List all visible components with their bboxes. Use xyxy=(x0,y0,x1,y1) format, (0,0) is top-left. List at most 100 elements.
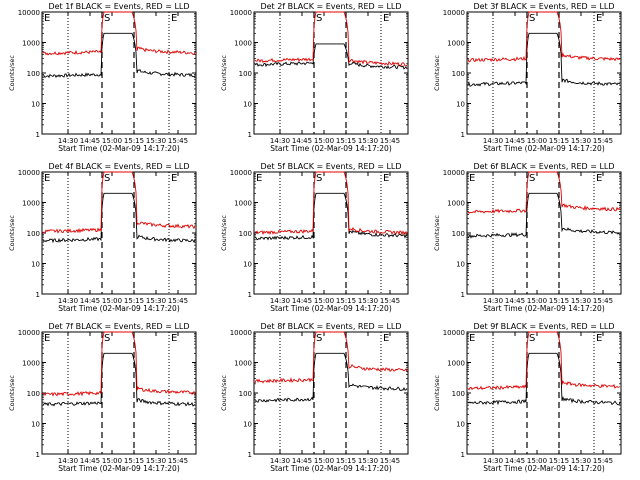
y-tick-label: 10 xyxy=(243,261,252,269)
marker-label: S xyxy=(104,333,110,344)
y-tick-label: 1000 xyxy=(22,40,40,48)
marker-label: E xyxy=(256,173,262,184)
plot-frame xyxy=(253,331,409,455)
panel-det-8f: Det 8f BLACK = Events, RED = LLD 1 10 100 10… xyxy=(220,322,409,473)
series-lld-line xyxy=(467,171,621,214)
marker-label: S xyxy=(529,333,535,344)
panel-title: Det 2f BLACK = Events, RED = LLD xyxy=(260,2,401,11)
x-tick-label: 15:30 xyxy=(571,137,591,145)
x-tick-label: 14:30 xyxy=(58,137,78,145)
y-tick-label: 100 xyxy=(239,230,252,238)
marker-label: S xyxy=(529,173,535,184)
marker-label: E xyxy=(383,13,389,24)
x-tick-label: 15:15 xyxy=(549,297,569,305)
x-axis-label: Start Time (02-Mar-09 14:17:20) xyxy=(483,144,605,153)
y-tick-label: 1000 xyxy=(447,200,465,208)
y-tick-label: 1000 xyxy=(447,40,465,48)
x-tick-label: 15:15 xyxy=(549,137,569,145)
panel-title: Det 4f BLACK = Events, RED = LLD xyxy=(48,162,189,171)
y-tick-label: 10 xyxy=(456,421,465,429)
panel-title: Det 6f BLACK = Events, RED = LLD xyxy=(473,162,614,171)
panel-det-7f: Det 7f BLACK = Events, RED = LLD 1 10 100 10… xyxy=(8,322,197,473)
x-tick-label: 14:45 xyxy=(80,457,100,465)
y-tick-label: 100 xyxy=(27,70,40,78)
x-tick-label: 14:45 xyxy=(292,457,312,465)
x-tick-label: 15:00 xyxy=(102,297,122,305)
panel-title: Det 5f BLACK = Events, RED = LLD xyxy=(260,162,401,171)
y-tick-label: 10 xyxy=(243,421,252,429)
x-tick-label: 15:15 xyxy=(549,457,569,465)
y-tick-label: 10000 xyxy=(443,329,465,337)
x-tick-label: 15:00 xyxy=(102,137,122,145)
x-tick-label: 14:45 xyxy=(292,297,312,305)
y-tick-label: 100 xyxy=(452,390,465,398)
x-tick-label: 15:45 xyxy=(380,457,400,465)
x-tick-label: 15:00 xyxy=(102,457,122,465)
series-events-line xyxy=(254,43,408,70)
x-tick-label: 14:45 xyxy=(292,137,312,145)
y-tick-label: 1 xyxy=(461,131,465,139)
y-tick-label: 1 xyxy=(248,131,252,139)
marker-label: E xyxy=(383,173,389,184)
x-tick-label: 15:30 xyxy=(146,457,166,465)
marker-label: E xyxy=(44,13,50,24)
marker-label: E xyxy=(44,173,50,184)
x-tick-label: 15:00 xyxy=(527,457,547,465)
y-tick-label: 10000 xyxy=(230,9,252,17)
x-tick-label: 14:45 xyxy=(80,297,100,305)
series-events-line xyxy=(42,352,196,407)
series-events-line xyxy=(467,32,621,87)
y-tick-label: 100 xyxy=(452,230,465,238)
x-tick-label: 15:00 xyxy=(314,137,334,145)
marker-label: E xyxy=(383,333,389,344)
y-axis-label: Counts/sec xyxy=(220,55,228,91)
marker-label: E xyxy=(171,13,177,24)
y-tick-label: 1000 xyxy=(234,40,252,48)
y-axis-label: Counts/sec xyxy=(8,215,16,251)
x-tick-label: 15:45 xyxy=(380,137,400,145)
y-axis-label: Counts/sec xyxy=(433,55,441,91)
x-axis-label: Start Time (02-Mar-09 14:17:20) xyxy=(483,464,605,473)
x-tick-label: 14:45 xyxy=(80,137,100,145)
y-axis-label: Counts/sec xyxy=(8,375,16,411)
y-tick-label: 100 xyxy=(27,390,40,398)
series-lld-line xyxy=(254,171,408,236)
x-tick-label: 14:30 xyxy=(483,297,503,305)
x-tick-label: 15:45 xyxy=(593,297,613,305)
y-tick-label: 10 xyxy=(31,421,40,429)
panel-det-1f: Det 1f BLACK = Events, RED = LLD 1 10 100 10… xyxy=(8,2,197,153)
series-events-line xyxy=(42,32,196,79)
x-tick-label: 15:45 xyxy=(168,457,188,465)
series-events-line xyxy=(254,192,408,241)
y-tick-label: 10000 xyxy=(443,9,465,17)
y-tick-label: 1 xyxy=(248,451,252,459)
y-tick-label: 10000 xyxy=(230,169,252,177)
series-events-line xyxy=(467,192,621,239)
x-tick-label: 15:15 xyxy=(336,457,356,465)
x-tick-label: 14:45 xyxy=(505,137,525,145)
y-tick-label: 10000 xyxy=(18,169,40,177)
panel-det-2f: Det 2f BLACK = Events, RED = LLD 1 10 100 10… xyxy=(220,2,409,153)
series-events-line xyxy=(42,192,196,244)
panel-title: Det 8f BLACK = Events, RED = LLD xyxy=(260,322,401,331)
series-lld-line xyxy=(467,11,621,63)
y-axis-label: Counts/sec xyxy=(433,215,441,251)
y-tick-label: 1000 xyxy=(234,360,252,368)
x-tick-label: 15:00 xyxy=(314,457,334,465)
y-tick-label: 10 xyxy=(31,101,40,109)
x-tick-label: 14:30 xyxy=(270,297,290,305)
marker-label: S xyxy=(529,13,535,24)
x-tick-label: 15:45 xyxy=(168,137,188,145)
x-tick-label: 15:30 xyxy=(571,457,591,465)
y-tick-label: 100 xyxy=(27,230,40,238)
x-tick-label: 15:30 xyxy=(146,137,166,145)
y-tick-label: 10 xyxy=(456,261,465,269)
x-tick-label: 14:45 xyxy=(505,457,525,465)
marker-label: E xyxy=(596,333,602,344)
y-tick-label: 10000 xyxy=(443,169,465,177)
y-tick-label: 1000 xyxy=(22,360,40,368)
y-tick-label: 10000 xyxy=(18,329,40,337)
panel-title: Det 7f BLACK = Events, RED = LLD xyxy=(48,322,189,331)
x-tick-label: 15:30 xyxy=(571,297,591,305)
